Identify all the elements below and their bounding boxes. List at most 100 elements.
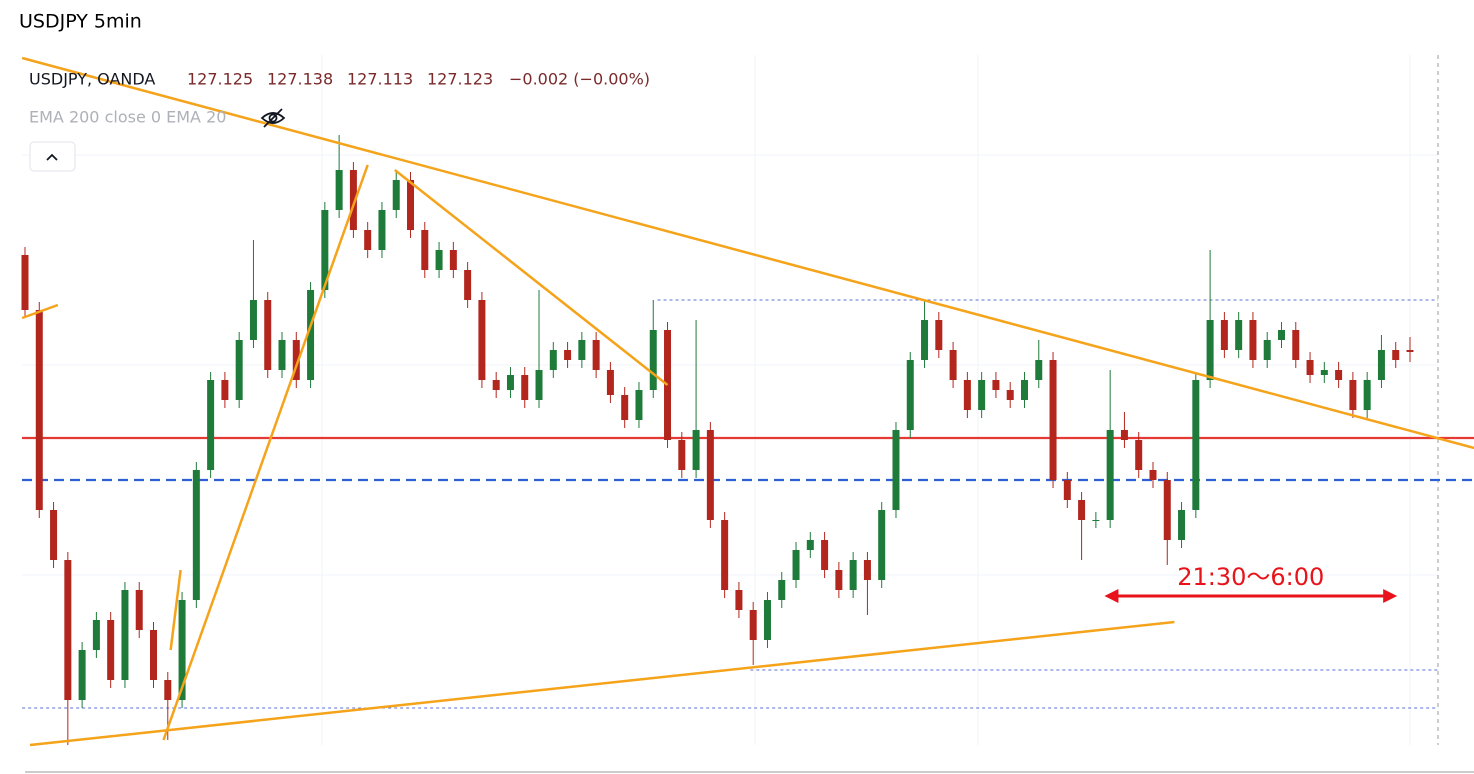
candle-body bbox=[150, 630, 158, 680]
candle-body bbox=[792, 550, 800, 580]
candle-body bbox=[378, 210, 386, 250]
candle-body bbox=[921, 320, 929, 360]
candle-body bbox=[1377, 350, 1385, 380]
candle-body bbox=[749, 610, 757, 640]
candle-body bbox=[492, 380, 500, 390]
candle-body bbox=[1235, 320, 1243, 350]
candle-body bbox=[1192, 380, 1200, 510]
candle-body bbox=[1049, 360, 1057, 480]
candle-body bbox=[1178, 510, 1186, 540]
candle-body bbox=[878, 510, 886, 580]
candle-body bbox=[935, 320, 943, 350]
candle-body bbox=[1277, 330, 1285, 340]
plot: 21:30～6:00 bbox=[21, 56, 1474, 747]
candle-body bbox=[1020, 380, 1028, 400]
candle-body bbox=[849, 560, 857, 590]
trend-line bbox=[21, 56, 1474, 450]
candle-body bbox=[107, 620, 115, 680]
candle-body bbox=[392, 180, 400, 210]
candle-body bbox=[178, 600, 186, 700]
candle-body bbox=[207, 380, 215, 470]
candle-body bbox=[92, 620, 100, 650]
candle-body bbox=[578, 340, 586, 360]
trend-line bbox=[29, 620, 1175, 747]
candle-body bbox=[706, 430, 714, 520]
candle-body bbox=[1092, 520, 1100, 521]
candle-body bbox=[592, 340, 600, 370]
candle-body bbox=[1349, 380, 1357, 410]
candle-body bbox=[1406, 350, 1414, 352]
candle-body bbox=[1363, 380, 1371, 410]
candle-body bbox=[992, 380, 1000, 390]
legend: USDJPY, OANDA 127.125 127.138 127.113 12… bbox=[29, 70, 650, 172]
candle-body bbox=[506, 375, 514, 390]
candle-body bbox=[1392, 350, 1400, 360]
ohlc-change: −0.002 (−0.00%) bbox=[509, 70, 650, 89]
range-label: 21:30～6:00 bbox=[1177, 563, 1324, 591]
hide-icon[interactable] bbox=[260, 108, 286, 128]
candle-body bbox=[1249, 320, 1257, 360]
candle-body bbox=[449, 250, 457, 270]
candle-body bbox=[1120, 430, 1128, 440]
candle-body bbox=[649, 330, 657, 390]
arrow-head bbox=[1383, 589, 1398, 603]
candle-body bbox=[1335, 370, 1343, 380]
candle-body bbox=[1006, 390, 1014, 400]
candle-body bbox=[635, 390, 643, 420]
candle-body bbox=[1292, 330, 1300, 360]
candle-body bbox=[949, 350, 957, 380]
candle-body bbox=[135, 590, 143, 630]
candle-body bbox=[278, 340, 286, 370]
candle-body bbox=[235, 340, 243, 400]
candle-body bbox=[763, 600, 771, 640]
candle-body bbox=[1263, 340, 1271, 360]
candle-body bbox=[1078, 500, 1086, 520]
indicator: EMA 200 close 0 EMA 20 bbox=[29, 108, 226, 127]
candle-body bbox=[1035, 360, 1043, 380]
candle-body bbox=[806, 540, 814, 550]
candle-body bbox=[735, 590, 743, 610]
candle-body bbox=[78, 650, 86, 700]
candle-body bbox=[1106, 430, 1114, 520]
candle-body bbox=[892, 430, 900, 510]
candle-body bbox=[64, 560, 72, 700]
ohlc-high: 127.138 bbox=[267, 70, 333, 89]
candle-body bbox=[721, 520, 729, 590]
page-title: USDJPY 5min bbox=[19, 11, 142, 33]
arrow-head bbox=[1104, 589, 1119, 603]
candle-body bbox=[963, 380, 971, 410]
candle-body bbox=[778, 580, 786, 600]
candle-body bbox=[1306, 360, 1314, 375]
candle-body bbox=[621, 395, 629, 420]
candle-body bbox=[307, 290, 315, 380]
candle-body bbox=[50, 510, 58, 560]
candle-body bbox=[1149, 470, 1157, 480]
candle-body bbox=[564, 350, 572, 360]
candle-body bbox=[821, 540, 829, 570]
candle-body bbox=[1163, 480, 1171, 540]
candle-body bbox=[192, 470, 200, 600]
trend-line bbox=[394, 169, 669, 386]
candle-body bbox=[521, 375, 529, 400]
candle-body bbox=[349, 170, 357, 230]
candle-body bbox=[835, 570, 843, 590]
symbol: USDJPY, OANDA bbox=[29, 70, 155, 89]
candle-body bbox=[535, 370, 543, 400]
candle-body bbox=[1320, 370, 1328, 375]
collapse-button[interactable] bbox=[29, 141, 76, 172]
trend-line bbox=[162, 164, 369, 741]
candle-body bbox=[221, 380, 229, 400]
candle-body bbox=[863, 560, 871, 580]
candle-body bbox=[464, 270, 472, 300]
candle-body bbox=[1063, 480, 1071, 500]
candle-body bbox=[292, 340, 300, 380]
candle-body bbox=[1135, 440, 1143, 470]
candle-body bbox=[164, 680, 172, 700]
candle-body bbox=[321, 210, 329, 290]
candle-body bbox=[21, 255, 29, 310]
ohlc-low: 127.113 bbox=[347, 70, 413, 89]
candle-body bbox=[249, 300, 257, 340]
candle-body bbox=[678, 440, 686, 470]
candle-body bbox=[435, 250, 443, 270]
